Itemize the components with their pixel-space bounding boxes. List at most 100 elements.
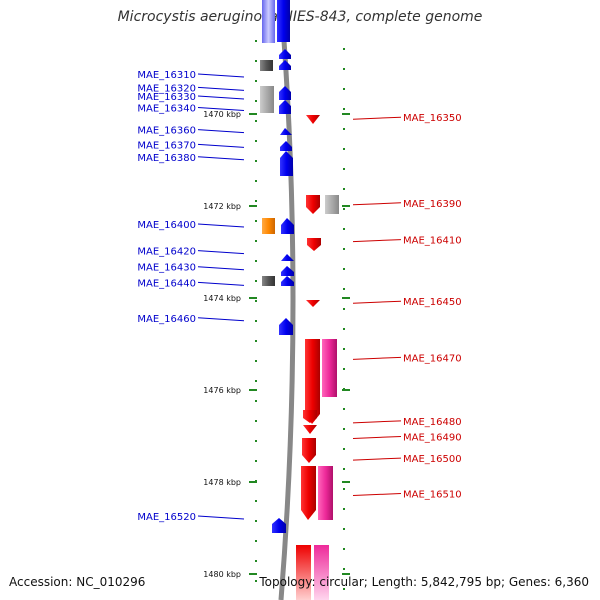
gene-feature-top[interactable]: [277, 0, 290, 42]
track-dot: [343, 128, 345, 130]
right-gene-labels: MAE_16350 MAE_16390 MAE_16410 MAE_16450 MAE_…: [352, 113, 462, 501]
track-dot: [343, 448, 345, 450]
gene-label-right[interactable]: MAE_16490: [403, 432, 462, 443]
gene-feature-mae-16520[interactable]: [272, 518, 286, 533]
track-dot: [343, 208, 345, 210]
track-dot: [343, 508, 345, 510]
gene-feature-mae-16510[interactable]: [301, 466, 316, 520]
gene-feature-mae-16510-pink[interactable]: [318, 466, 333, 520]
track-dot: [255, 380, 257, 382]
gene-feature-mae-16440[interactable]: [281, 276, 294, 286]
gene-feature-mae-16400-orange[interactable]: [262, 218, 275, 234]
topology-text: Topology: circular; Length: 5,842,795 bp…: [259, 575, 589, 589]
gene-feature-mae-16390-grey[interactable]: [325, 195, 339, 214]
gene-label-left[interactable]: MAE_16370: [137, 140, 196, 151]
gene-feature-mae-16320-grey[interactable]: [260, 60, 273, 71]
genome-title: Microcystis aeruginosa NIES-843, complet…: [117, 9, 483, 25]
gene-feature-mae-16340[interactable]: [279, 100, 291, 114]
track-dot: [343, 488, 345, 490]
track-dot: [343, 228, 345, 230]
gene-feature-bottom-pink[interactable]: [314, 545, 329, 600]
gene-feature-mae-16310[interactable]: [279, 49, 291, 59]
track-dot: [255, 80, 257, 82]
gene-label-right[interactable]: MAE_16410: [403, 236, 462, 247]
track-dot: [255, 520, 257, 522]
gene-label-right[interactable]: MAE_16480: [403, 417, 462, 428]
gene-feature-mae-16330[interactable]: [279, 86, 291, 100]
gene-feature-mae-16500[interactable]: [302, 438, 316, 463]
left-leader-line: [197, 515, 245, 520]
gene-label-left[interactable]: MAE_16320: [137, 83, 196, 94]
track-dot: [255, 140, 257, 142]
track-dot: [343, 428, 345, 430]
track-dot: [343, 328, 345, 330]
gene-label-left[interactable]: MAE_16400: [137, 220, 196, 231]
gene-label-left[interactable]: MAE_16310: [137, 70, 196, 81]
gene-label-left[interactable]: MAE_16420: [137, 247, 196, 258]
gene-label-right[interactable]: MAE_16470: [403, 353, 462, 364]
gene-feature-mae-16390[interactable]: [306, 195, 320, 214]
gene-features: [260, 0, 339, 600]
gene-label-left[interactable]: MAE_16340: [137, 104, 196, 115]
gene-label-right[interactable]: MAE_16350: [403, 113, 462, 124]
kbp-ticks: 1470 kbp 1472 kbp 1474 kbp 1476 kbp 1478 kbp…: [203, 110, 350, 579]
gene-feature-mae-16400[interactable]: [281, 218, 294, 234]
gene-feature-mae-16350[interactable]: [306, 115, 320, 124]
track-dot: [255, 500, 257, 502]
gene-feature-mae-16460[interactable]: [279, 318, 293, 335]
gene-label-right[interactable]: MAE_16510: [403, 490, 462, 501]
track-dot: [255, 300, 257, 302]
track-dot: [343, 148, 345, 150]
gene-feature-mae-16490[interactable]: [303, 425, 317, 434]
gene-feature-mae-16450[interactable]: [306, 300, 320, 307]
gene-feature-mae-16470-pink[interactable]: [322, 339, 337, 397]
gene-label-left[interactable]: MAE_16440: [137, 278, 196, 289]
gene-label-right[interactable]: MAE_16500: [403, 454, 462, 465]
track-dot: [255, 440, 257, 442]
gene-label-left[interactable]: MAE_16520: [137, 512, 196, 523]
gene-label-left[interactable]: MAE_16460: [137, 314, 196, 325]
gene-feature-mae-16430[interactable]: [281, 266, 294, 276]
track-dot: [343, 48, 345, 50]
gene-label-left[interactable]: MAE_16330: [137, 92, 196, 103]
track-dot: [343, 408, 345, 410]
track-dot: [255, 340, 257, 342]
track-dot: [255, 280, 257, 282]
track-dot: [343, 88, 345, 90]
left-leader-line: [197, 143, 245, 148]
gene-feature-mae-16410[interactable]: [307, 238, 321, 251]
track-dot: [343, 588, 345, 590]
kbp-label: 1474 kbp: [203, 294, 241, 303]
gene-feature-mae-16360[interactable]: [280, 128, 292, 135]
right-leader-line: [352, 239, 402, 243]
gene-feature-bottom-red[interactable]: [296, 545, 311, 600]
gene-feature-mae-16380[interactable]: [280, 151, 293, 176]
left-leader-line: [197, 86, 245, 91]
track-dot: [343, 68, 345, 70]
gene-feature-mae-16370[interactable]: [280, 141, 292, 151]
genome-backbone: [278, 0, 296, 600]
gene-feature-mae-16440-grey[interactable]: [262, 276, 275, 286]
gene-label-right[interactable]: MAE_16390: [403, 199, 462, 210]
right-leader-line: [352, 202, 402, 206]
gene-label-left[interactable]: MAE_16360: [137, 126, 196, 137]
left-leader-line: [197, 266, 245, 271]
track-dot: [255, 460, 257, 462]
track-dot: [255, 220, 257, 222]
gene-feature-mae-16480[interactable]: [303, 410, 317, 423]
track-dot: [343, 268, 345, 270]
gene-feature-mae-16470[interactable]: [305, 339, 320, 424]
track-dot: [255, 100, 257, 102]
gene-feature-mae-16420[interactable]: [281, 254, 294, 261]
gene-feature-mae-16320[interactable]: [279, 60, 291, 70]
track-dot: [343, 368, 345, 370]
gene-label-right[interactable]: MAE_16450: [403, 297, 462, 308]
track-dot: [255, 240, 257, 242]
gene-label-left[interactable]: MAE_16380: [137, 153, 196, 164]
gene-feature-mae-16330-grey[interactable]: [260, 86, 274, 113]
right-leader-line: [352, 435, 402, 439]
gene-label-left[interactable]: MAE_16430: [137, 263, 196, 274]
track-dot: [343, 568, 345, 570]
kbp-label: 1472 kbp: [203, 202, 241, 211]
track-dot: [255, 360, 257, 362]
